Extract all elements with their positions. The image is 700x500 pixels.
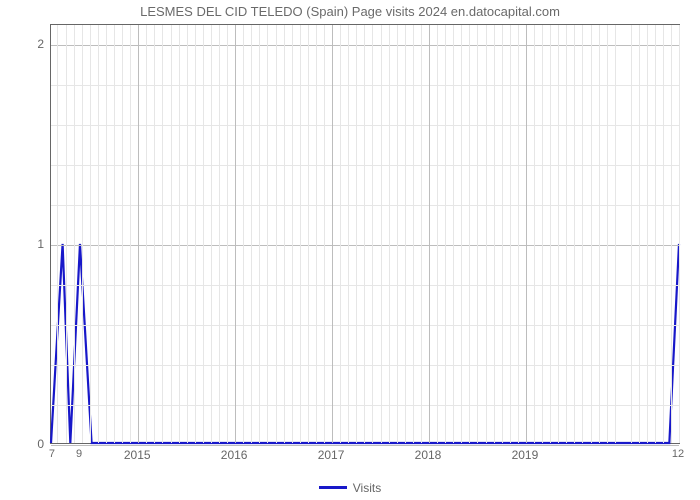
x-gridline-minor — [445, 25, 446, 443]
x-gridline-minor — [300, 25, 301, 443]
x-gridline-minor — [461, 25, 462, 443]
x-gridline-minor — [284, 25, 285, 443]
y-gridline-major — [51, 445, 679, 446]
x-gridline-minor — [267, 25, 268, 443]
x-gridline-minor — [195, 25, 196, 443]
x-gridline-minor — [348, 25, 349, 443]
x-gridline-minor — [324, 25, 325, 443]
x-gridline-minor — [599, 25, 600, 443]
x-gridline-minor — [154, 25, 155, 443]
x-gridline-minor — [114, 25, 115, 443]
x-gridline-minor — [106, 25, 107, 443]
legend-swatch — [319, 486, 347, 489]
x-gridline-minor — [631, 25, 632, 443]
x-gridline-minor — [356, 25, 357, 443]
x-gridline-major — [235, 25, 236, 443]
x-gridline-minor — [550, 25, 551, 443]
x-gridline-minor — [98, 25, 99, 443]
y-tick-label: 2 — [4, 37, 44, 51]
x-gridline-minor — [381, 25, 382, 443]
x-gridline-minor — [389, 25, 390, 443]
x-tick-label: 2015 — [124, 448, 151, 462]
x-gridline-minor — [574, 25, 575, 443]
x-gridline-minor — [308, 25, 309, 443]
x-gridline-minor — [219, 25, 220, 443]
x-gridline-minor — [534, 25, 535, 443]
x-gridline-minor — [211, 25, 212, 443]
x-gridline-minor — [243, 25, 244, 443]
x-gridline-minor — [259, 25, 260, 443]
x-gridline-minor — [591, 25, 592, 443]
x-gridline-minor — [671, 25, 672, 443]
x-gridline-minor — [502, 25, 503, 443]
x-gridline-minor — [510, 25, 511, 443]
x-gridline-major — [138, 25, 139, 443]
x-gridline-minor — [122, 25, 123, 443]
x-gridline-minor — [469, 25, 470, 443]
chart-container: LESMES DEL CID TELEDO (Spain) Page visit… — [0, 0, 700, 500]
x-gridline-minor — [607, 25, 608, 443]
data-point-label: 7 — [49, 448, 55, 460]
x-gridline-minor — [413, 25, 414, 443]
x-gridline-minor — [187, 25, 188, 443]
x-tick-label: 2019 — [512, 448, 539, 462]
x-gridline-minor — [518, 25, 519, 443]
x-gridline-major — [332, 25, 333, 443]
x-gridline-minor — [316, 25, 317, 443]
x-gridline-minor — [179, 25, 180, 443]
x-gridline-minor — [340, 25, 341, 443]
legend-label: Visits — [353, 481, 381, 495]
x-gridline-minor — [405, 25, 406, 443]
plot-area — [50, 24, 680, 444]
x-gridline-minor — [227, 25, 228, 443]
x-gridline-minor — [663, 25, 664, 443]
x-gridline-minor — [558, 25, 559, 443]
x-gridline-minor — [639, 25, 640, 443]
x-gridline-minor — [566, 25, 567, 443]
x-gridline-minor — [162, 25, 163, 443]
x-gridline-minor — [146, 25, 147, 443]
x-gridline-minor — [130, 25, 131, 443]
data-point-label: 12 — [672, 448, 684, 460]
x-gridline-minor — [486, 25, 487, 443]
x-gridline-minor — [494, 25, 495, 443]
x-gridline-minor — [203, 25, 204, 443]
x-gridline-minor — [615, 25, 616, 443]
x-tick-label: 2017 — [318, 448, 345, 462]
x-gridline-minor — [276, 25, 277, 443]
x-gridline-minor — [542, 25, 543, 443]
x-gridline-minor — [453, 25, 454, 443]
x-gridline-minor — [372, 25, 373, 443]
x-gridline-minor — [397, 25, 398, 443]
x-gridline-minor — [82, 25, 83, 443]
x-gridline-minor — [171, 25, 172, 443]
x-gridline-minor — [477, 25, 478, 443]
x-gridline-minor — [57, 25, 58, 443]
x-gridline-minor — [90, 25, 91, 443]
x-tick-label: 2016 — [221, 448, 248, 462]
x-tick-label: 2018 — [415, 448, 442, 462]
x-gridline-minor — [582, 25, 583, 443]
y-tick-label: 0 — [4, 437, 44, 451]
y-tick-label: 1 — [4, 237, 44, 251]
x-gridline-minor — [251, 25, 252, 443]
legend: Visits — [0, 480, 700, 495]
x-gridline-minor — [679, 25, 680, 443]
x-gridline-minor — [66, 25, 67, 443]
x-gridline-major — [429, 25, 430, 443]
x-gridline-minor — [647, 25, 648, 443]
chart-title: LESMES DEL CID TELEDO (Spain) Page visit… — [0, 4, 700, 19]
x-gridline-minor — [437, 25, 438, 443]
x-gridline-minor — [364, 25, 365, 443]
x-gridline-minor — [655, 25, 656, 443]
x-gridline-minor — [421, 25, 422, 443]
x-gridline-minor — [74, 25, 75, 443]
x-gridline-major — [526, 25, 527, 443]
data-point-label: 9 — [76, 448, 82, 460]
x-gridline-minor — [292, 25, 293, 443]
